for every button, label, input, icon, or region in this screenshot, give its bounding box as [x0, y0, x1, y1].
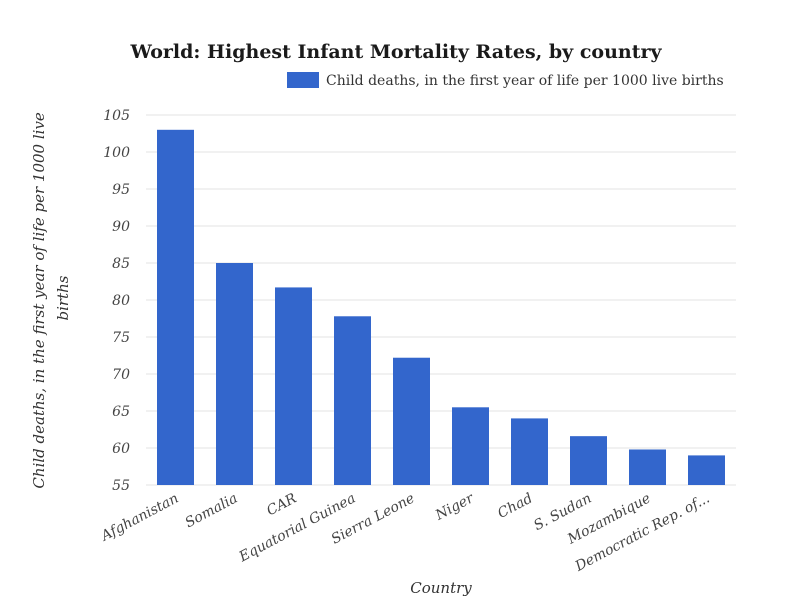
bar[interactable]	[688, 455, 725, 485]
legend-swatch	[287, 72, 319, 88]
y-tick-label: 65	[112, 404, 130, 420]
bar[interactable]	[216, 263, 253, 485]
bar[interactable]	[275, 287, 312, 485]
y-axis-label-line-1: Child deaths, in the first year of life …	[30, 112, 48, 488]
bar[interactable]	[334, 316, 371, 485]
chart-title: World: Highest Infant Mortality Rates, b…	[129, 41, 662, 63]
x-tick-label: Chad	[495, 490, 535, 522]
y-tick-label: 105	[103, 108, 130, 124]
y-tick-label: 100	[103, 145, 130, 161]
y-tick-label: 60	[112, 441, 130, 457]
x-tick-label: CAR	[264, 490, 300, 519]
y-tick-label: 80	[112, 293, 130, 309]
y-tick-label: 95	[112, 182, 130, 198]
y-axis-tick-labels: 55 60 65 70 75 80 85 90 95 100 105	[103, 108, 130, 494]
bar[interactable]	[157, 129, 194, 486]
bar[interactable]	[570, 436, 607, 485]
bar[interactable]	[511, 418, 548, 485]
y-tick-label: 55	[112, 478, 130, 494]
bar[interactable]	[452, 407, 489, 485]
bar[interactable]	[629, 449, 666, 485]
y-tick-label: 70	[112, 367, 130, 383]
y-axis-label: Child deaths, in the first year of life …	[30, 107, 72, 488]
y-axis-label-line-2: births	[54, 275, 72, 320]
bars	[157, 129, 725, 486]
bar[interactable]	[393, 357, 430, 485]
legend[interactable]: Child deaths, in the first year of life …	[287, 72, 724, 89]
y-tick-label: 85	[112, 256, 130, 272]
x-tick-label: Afghanistan	[97, 490, 181, 545]
y-tick-label: 90	[112, 219, 130, 235]
x-tick-label: Somalia	[183, 490, 241, 531]
x-axis-label: Country	[410, 579, 472, 597]
y-tick-label: 75	[112, 330, 130, 346]
x-tick-label: Niger	[432, 490, 477, 524]
legend-label: Child deaths, in the first year of life …	[326, 73, 724, 89]
